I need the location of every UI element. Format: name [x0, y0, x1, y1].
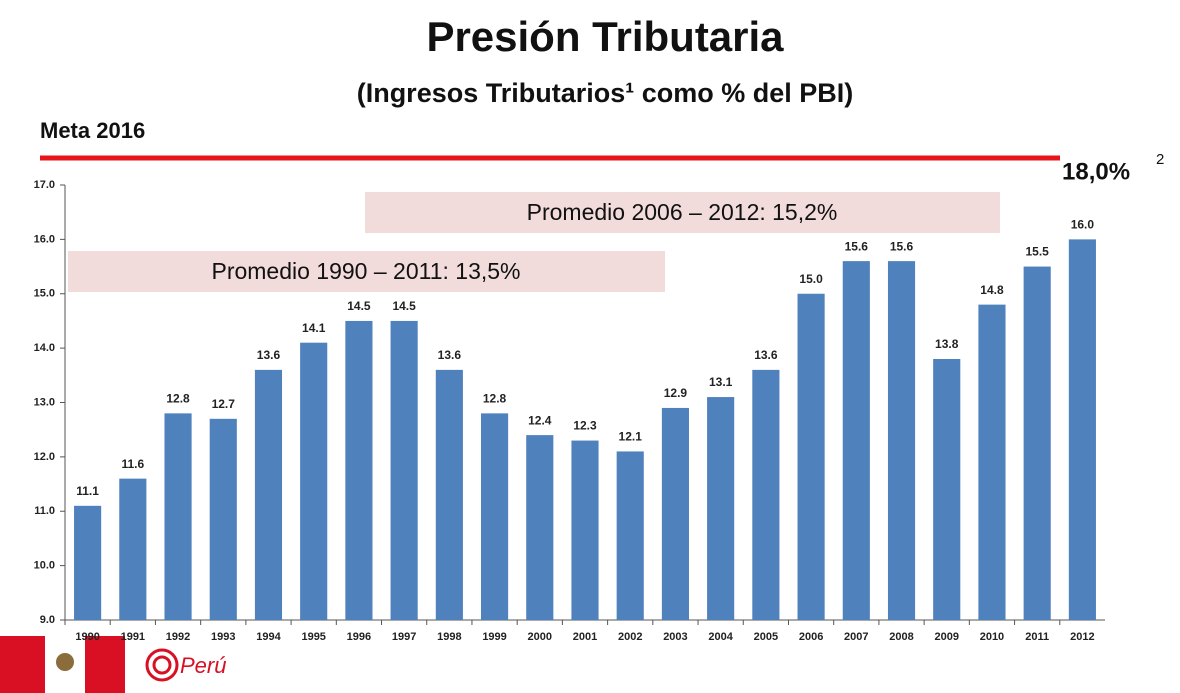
bar	[1068, 239, 1096, 620]
x-tick-label: 1999	[482, 631, 506, 643]
x-tick-label: 2000	[528, 631, 552, 643]
bar	[978, 304, 1006, 620]
logo-text: Perú	[180, 653, 226, 678]
y-tick-label: 9.0	[40, 614, 55, 626]
y-tick-label: 11.0	[34, 505, 55, 517]
value-label: 13.6	[438, 348, 462, 362]
x-tick-label: 1995	[301, 631, 325, 643]
x-tick-label: 1992	[166, 631, 190, 643]
value-label: 14.5	[347, 299, 371, 313]
x-tick-label: 1997	[392, 631, 416, 643]
bar	[571, 440, 599, 620]
bar	[209, 418, 237, 620]
bar	[933, 359, 961, 620]
y-tick-label: 12.0	[34, 451, 55, 463]
value-label: 14.1	[302, 321, 326, 335]
bar	[661, 407, 689, 620]
value-label: 15.5	[1025, 245, 1049, 259]
bar	[435, 369, 463, 620]
x-tick-label: 2001	[573, 631, 597, 643]
x-tick-label: 2005	[754, 631, 778, 643]
x-tick-label: 2002	[618, 631, 642, 643]
x-tick-label: 2008	[889, 631, 913, 643]
value-label: 12.7	[212, 397, 236, 411]
bar	[74, 505, 102, 620]
value-label: 11.6	[121, 457, 144, 471]
x-tick-label: 2007	[844, 631, 868, 643]
x-tick-label: 1990	[75, 631, 99, 643]
y-tick-label: 10.0	[34, 560, 55, 572]
value-label: 15.6	[890, 239, 914, 253]
x-tick-label: 1996	[347, 631, 371, 643]
x-tick-label: 2011	[1025, 631, 1049, 643]
logo: Perú	[0, 636, 226, 693]
x-tick-label: 2009	[934, 631, 958, 643]
annotation-box	[365, 192, 1000, 233]
x-tick-label: 2004	[708, 631, 733, 643]
value-label: 14.5	[392, 299, 416, 313]
value-label: 11.1	[76, 484, 99, 498]
meta-label: Meta 2016	[40, 118, 145, 143]
value-label: 12.8	[166, 392, 190, 406]
value-label: 15.0	[799, 272, 823, 286]
bar	[254, 369, 283, 620]
bar	[481, 413, 509, 620]
y-tick-label: 17.0	[34, 179, 55, 191]
value-label: 12.8	[483, 392, 507, 406]
x-tick-label: 1998	[437, 631, 461, 643]
meta-footnote: 2	[1156, 151, 1164, 168]
x-tick-label: 1993	[211, 631, 235, 643]
value-label: 12.4	[528, 413, 552, 427]
value-label: 12.1	[619, 430, 643, 444]
bar	[887, 261, 916, 620]
bar	[797, 293, 825, 620]
y-tick-label: 13.0	[34, 396, 55, 408]
logo-swirl	[152, 655, 172, 675]
value-label: 13.6	[257, 348, 281, 362]
flag-emblem	[56, 653, 74, 671]
y-tick-label: 14.0	[34, 342, 55, 354]
bar	[390, 320, 418, 620]
y-tick-label: 16.0	[34, 233, 55, 245]
meta-value: 18,0%	[1062, 158, 1130, 185]
value-label: 14.8	[980, 283, 1004, 297]
bar	[345, 320, 373, 620]
value-label: 13.8	[935, 337, 959, 351]
flag-stripe	[85, 636, 125, 693]
value-label: 16.0	[1071, 218, 1095, 232]
bar	[119, 478, 147, 620]
bar	[300, 342, 328, 620]
value-label: 15.6	[845, 239, 869, 253]
bar	[752, 369, 780, 620]
logo-swirl	[145, 648, 179, 682]
x-tick-label: 2003	[663, 631, 687, 643]
value-label: 13.1	[709, 375, 733, 389]
chart-subtitle: (Ingresos Tributarios¹ como % del PBI)	[357, 78, 854, 108]
bar	[616, 451, 644, 620]
x-tick-label: 1994	[256, 631, 281, 643]
flag-stripe	[0, 636, 45, 693]
chart-title: Presión Tributaria	[426, 13, 784, 60]
bar	[164, 413, 192, 620]
annotation: Promedio 2006 – 2012: 15,2%	[527, 199, 838, 225]
bar	[842, 261, 870, 620]
bar	[1023, 266, 1051, 620]
value-label: 12.3	[573, 419, 597, 433]
value-label: 12.9	[664, 386, 688, 400]
x-tick-label: 2010	[980, 631, 1004, 643]
bar	[526, 435, 554, 620]
x-tick-label: 2012	[1070, 631, 1094, 643]
x-tick-label: 1991	[121, 631, 145, 643]
y-tick-label: 15.0	[34, 288, 55, 300]
annotation-box	[68, 251, 665, 292]
annotation: Promedio 1990 – 2011: 13,5%	[211, 258, 520, 284]
value-label: 13.6	[754, 348, 778, 362]
bar	[707, 397, 735, 620]
x-tick-label: 2006	[799, 631, 823, 643]
